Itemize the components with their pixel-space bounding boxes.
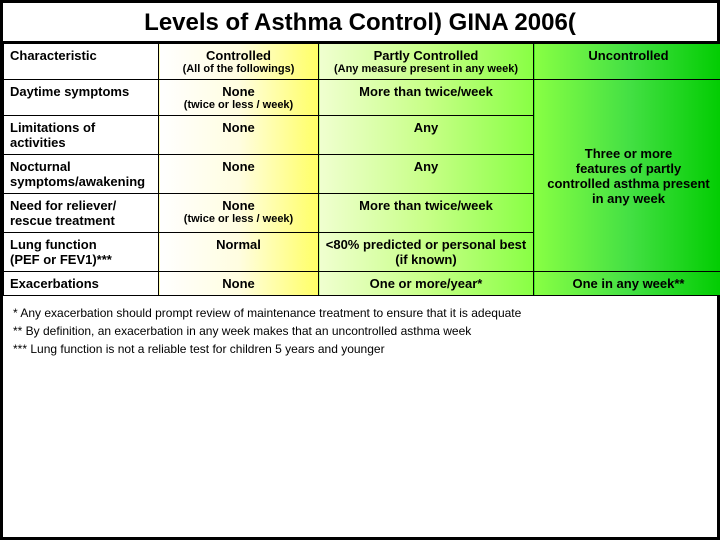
header-uncontrolled: Uncontrolled	[534, 44, 720, 80]
slide-title: Levels of Asthma Control) GINA 2006(	[3, 3, 717, 43]
row-relief-label: Need for reliever/ rescue treatment	[4, 194, 159, 233]
row-daytime-part: More than twice/week	[319, 80, 534, 116]
slide-container: Levels of Asthma Control) GINA 2006( Cha…	[0, 0, 720, 540]
row-relief-ctrl: None (twice or less / week)	[159, 194, 319, 233]
row-exac-unc: One in any week**	[534, 272, 720, 296]
header-partly: Partly Controlled (Any measure present i…	[319, 44, 534, 80]
row-daytime-ctrl: None (twice or less / week)	[159, 80, 319, 116]
header-partly-sub: (Any measure present in any week)	[325, 63, 527, 75]
footnote-1: * Any exacerbation should prompt review …	[13, 306, 707, 320]
row-noct-part: Any	[319, 155, 534, 194]
header-controlled: Controlled (All of the followings)	[159, 44, 319, 80]
row-daytime-ctrl-sub: (twice or less / week)	[165, 99, 312, 111]
header-characteristic: Characteristic	[4, 44, 159, 80]
table-header-row: Characteristic Controlled (All of the fo…	[4, 44, 720, 80]
row-limit-ctrl: None	[159, 116, 319, 155]
row-noct-ctrl: None	[159, 155, 319, 194]
asthma-control-table: Characteristic Controlled (All of the fo…	[3, 43, 720, 296]
table-row: Exacerbations None One or more/year* One…	[4, 272, 720, 296]
header-partly-label: Partly Controlled	[374, 48, 479, 63]
row-lung-label: Lung function (PEF or FEV1)***	[4, 233, 159, 272]
row-lung-part: <80% predicted or personal best (if know…	[319, 233, 534, 272]
row-relief-ctrl-sub: (twice or less / week)	[165, 213, 312, 225]
row-relief-part: More than twice/week	[319, 194, 534, 233]
row-lung-ctrl: Normal	[159, 233, 319, 272]
table-row: Daytime symptoms None (twice or less / w…	[4, 80, 720, 116]
uncontrolled-merged-cell: Three or more features of partly control…	[534, 80, 720, 272]
row-daytime-ctrl-main: None	[222, 84, 255, 99]
footnote-3: *** Lung function is not a reliable test…	[13, 342, 707, 356]
row-daytime-label: Daytime symptoms	[4, 80, 159, 116]
row-exac-ctrl: None	[159, 272, 319, 296]
header-controlled-sub: (All of the followings)	[165, 63, 312, 75]
row-limit-part: Any	[319, 116, 534, 155]
footnotes: * Any exacerbation should prompt review …	[3, 296, 717, 366]
row-exac-part: One or more/year*	[319, 272, 534, 296]
header-controlled-label: Controlled	[206, 48, 271, 63]
row-relief-ctrl-main: None	[222, 198, 255, 213]
row-exac-label: Exacerbations	[4, 272, 159, 296]
row-limit-label: Limitations of activities	[4, 116, 159, 155]
row-noct-label: Nocturnal symptoms/awakening	[4, 155, 159, 194]
footnote-2: ** By definition, an exacerbation in any…	[13, 324, 707, 338]
